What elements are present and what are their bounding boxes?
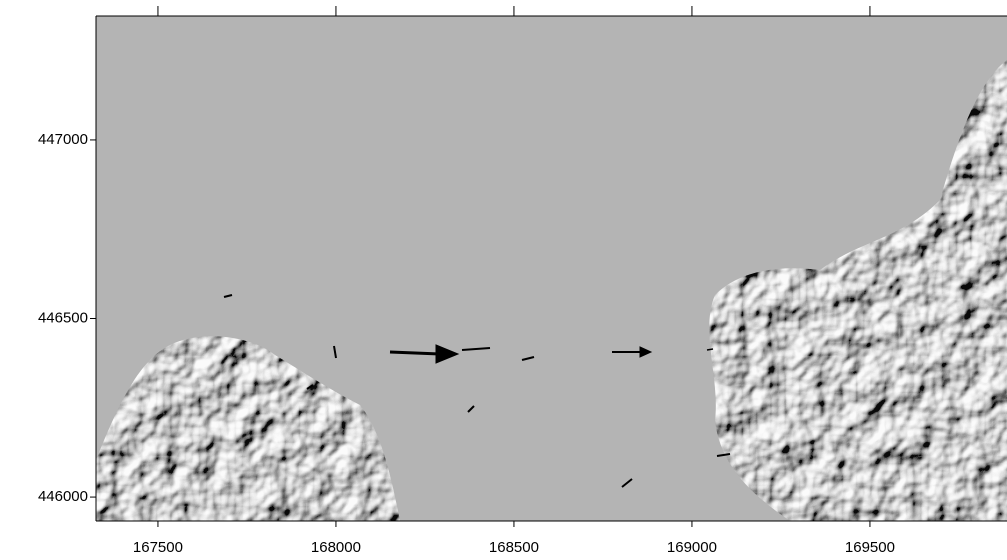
y-tick-label: 446000	[38, 488, 88, 505]
x-tick-label: 169000	[667, 539, 717, 556]
y-tick-label: 447000	[38, 131, 88, 148]
flow-arrows	[223, 294, 731, 488]
x-tick-label: 168500	[489, 539, 539, 556]
x-tick-label: 167500	[133, 539, 183, 556]
x-tick-label: 169500	[845, 539, 895, 556]
y-tick-label: 446500	[38, 309, 88, 326]
x-tick-label: 168000	[311, 539, 361, 556]
relief-image	[96, 16, 1007, 521]
